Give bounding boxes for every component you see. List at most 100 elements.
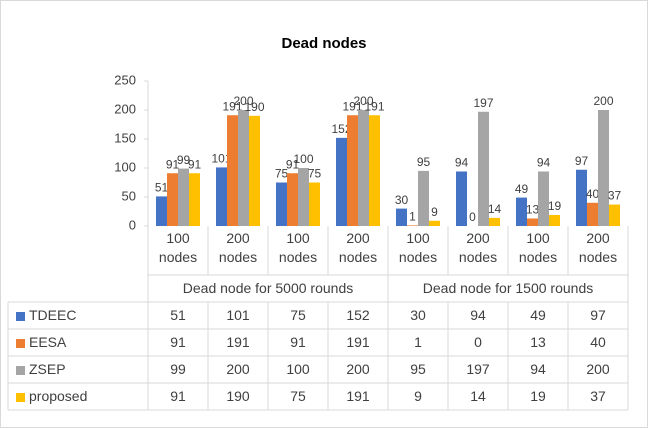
bar <box>456 171 467 226</box>
data-label: 200 <box>353 94 373 108</box>
bar <box>358 110 369 226</box>
bar <box>216 167 227 226</box>
table-value: 101 <box>226 307 250 323</box>
data-label: 75 <box>275 167 289 181</box>
x-tick-label: 200 nodes <box>458 230 498 265</box>
bar <box>167 173 178 226</box>
x-category-cell: 100 nodes <box>398 230 438 265</box>
y-tick-label: 250 <box>114 72 136 87</box>
bar <box>178 168 189 226</box>
bar <box>309 182 320 226</box>
bar <box>238 110 249 226</box>
bar <box>527 218 538 226</box>
bar <box>276 182 287 226</box>
table-value: 51 <box>170 307 186 323</box>
x-category-cell: 100 nodes <box>518 230 558 265</box>
table-value: 9 <box>414 388 422 404</box>
bar <box>287 173 298 226</box>
bar <box>407 225 418 226</box>
bar <box>489 217 500 226</box>
table-value: 1 <box>414 334 422 350</box>
bar <box>396 208 407 226</box>
data-label: 91 <box>166 157 180 171</box>
bar <box>336 137 347 226</box>
table-value: 99 <box>170 361 186 377</box>
bar <box>478 111 489 226</box>
chart-title: Dead nodes <box>281 35 366 52</box>
y-tick-label: 100 <box>114 159 136 174</box>
table-value: 200 <box>226 361 250 377</box>
x-category-cell: 200 nodes <box>338 230 378 265</box>
table-value: 37 <box>590 388 606 404</box>
data-label: 95 <box>417 155 431 169</box>
bar <box>189 173 200 226</box>
legend-label: proposed <box>29 388 87 404</box>
y-tick-label: 0 <box>129 217 136 232</box>
data-label: 13 <box>526 203 540 217</box>
x-category-cell: 100 nodes <box>278 230 318 265</box>
bar <box>576 169 587 226</box>
bar <box>429 220 440 226</box>
data-label: 191 <box>364 99 384 113</box>
x-tick-label: 200 nodes <box>338 230 378 265</box>
bar <box>249 115 260 226</box>
data-label: 191 <box>342 99 362 113</box>
table-value: 94 <box>470 307 486 323</box>
bar <box>298 168 309 226</box>
data-label: 49 <box>515 182 529 196</box>
data-label: 0 <box>469 210 476 224</box>
data-label: 94 <box>537 156 551 170</box>
legend-swatch <box>16 339 25 348</box>
data-label: 19 <box>548 199 562 213</box>
table-value: 0 <box>474 334 482 350</box>
data-label: 30 <box>395 193 409 207</box>
bar <box>516 197 527 226</box>
table-value: 191 <box>346 388 370 404</box>
x-tick-label: 200 nodes <box>578 230 618 265</box>
data-label: 190 <box>244 100 264 114</box>
table-value: 100 <box>286 361 310 377</box>
data-label: 99 <box>177 153 191 167</box>
bar <box>156 196 167 226</box>
table-value: 97 <box>590 307 606 323</box>
table-value: 40 <box>590 334 606 350</box>
data-label: 191 <box>222 99 242 113</box>
data-label: 94 <box>455 156 469 170</box>
table-value: 200 <box>346 361 370 377</box>
table-value: 91 <box>170 388 186 404</box>
table-value: 91 <box>170 334 186 350</box>
y-tick-label: 200 <box>114 101 136 116</box>
table-value: 49 <box>530 307 546 323</box>
x-category-cell: 200 nodes <box>578 230 618 265</box>
x-category-cell: 200 nodes <box>219 230 257 265</box>
x-tick-label: 100 nodes <box>518 230 558 265</box>
bar <box>347 115 358 226</box>
legend-swatch <box>16 366 25 375</box>
x-tick-label: 100 nodes <box>278 230 318 265</box>
table-value: 200 <box>586 361 610 377</box>
data-label: 37 <box>608 189 622 203</box>
table-value: 91 <box>290 334 306 350</box>
table-value: 19 <box>530 388 546 404</box>
data-label: 200 <box>233 94 253 108</box>
data-label: 51 <box>155 181 169 195</box>
x-tick-label: 100 nodes <box>398 230 438 265</box>
table-value: 190 <box>226 388 250 404</box>
data-label: 97 <box>575 154 589 168</box>
table-value: 14 <box>470 388 486 404</box>
bar <box>587 202 598 226</box>
table-value: 191 <box>226 334 250 350</box>
bar <box>538 171 549 226</box>
x-category-cell: 200 nodes <box>458 230 498 265</box>
table-value: 197 <box>466 361 490 377</box>
bar <box>549 214 560 226</box>
data-label: 14 <box>488 202 502 216</box>
table-value: 152 <box>346 307 370 323</box>
bar <box>598 110 609 226</box>
x-tick-label: 100 nodes <box>158 230 198 265</box>
data-label: 40 <box>586 187 600 201</box>
table-value: 94 <box>530 361 546 377</box>
data-label: 91 <box>188 157 202 171</box>
